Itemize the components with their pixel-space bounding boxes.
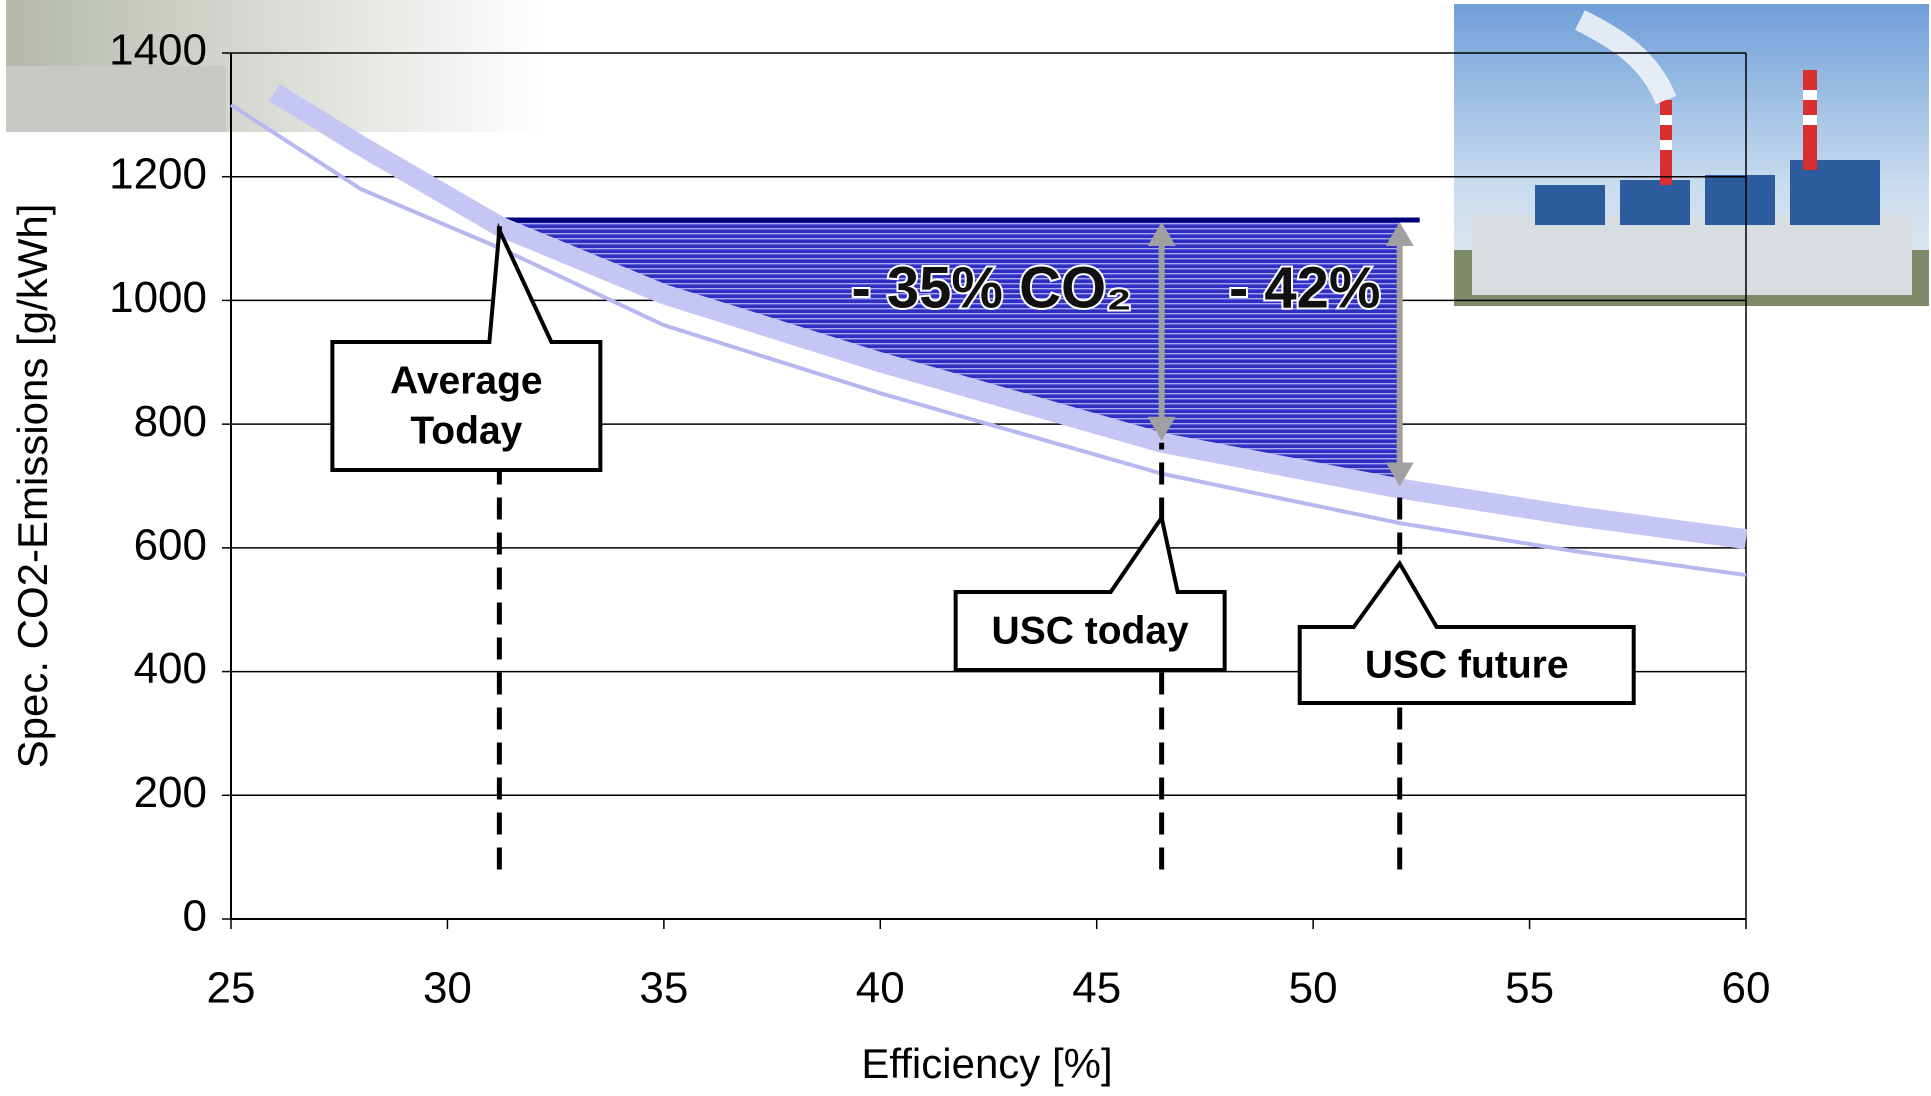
y-tick-label: 600 [134, 520, 207, 569]
chart: 0 200 400 600 800 1000 1200 1400 25 30 35 40 45 50 55 6… [0, 0, 1931, 1091]
corner-photo [6, 0, 543, 132]
reduction-label: - 35% CO₂ [851, 255, 1131, 320]
y-axis-title: Spec. CO2-Emissions [g/kWh] [9, 204, 56, 769]
y-tick-label: 800 [134, 397, 207, 446]
x-tick-label: 55 [1505, 964, 1554, 1013]
callout-label: Average [390, 359, 542, 402]
y-tick-label: 400 [134, 644, 207, 693]
x-tick-label: 35 [639, 964, 688, 1013]
power-plant-photo [1454, 4, 1929, 306]
x-tick-label: 50 [1289, 964, 1338, 1013]
callout-label: Today [410, 409, 522, 452]
page: {"chart_data": {"type": "line", "xlabel"… [0, 0, 1931, 1091]
y-tick-label: 1400 [109, 26, 207, 75]
y-tick-label: 200 [134, 768, 207, 817]
y-tick-label: 0 [183, 892, 207, 941]
y-tick-label: 1000 [109, 273, 207, 322]
x-tick-label: 60 [1722, 964, 1771, 1013]
x-tick-label: 40 [856, 964, 905, 1013]
x-tick-label: 25 [207, 964, 256, 1013]
x-tick-label: 45 [1072, 964, 1121, 1013]
x-tick-label: 30 [423, 964, 472, 1013]
callout-label: USC future [1365, 643, 1569, 686]
callout-label: USC today [992, 609, 1190, 652]
x-axis-title: Efficiency [%] [861, 1040, 1112, 1087]
reduction-label: - 42% [1229, 255, 1381, 320]
y-tick-label: 1200 [109, 149, 207, 198]
